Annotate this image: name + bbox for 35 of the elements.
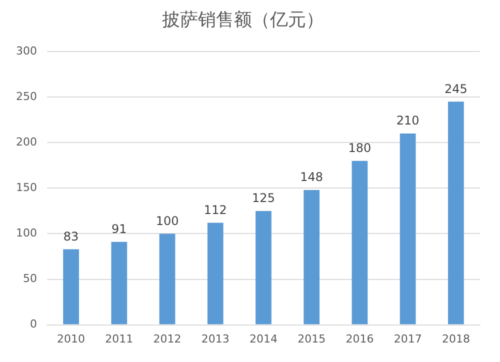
chart-title: 披萨销售额（亿元） <box>162 9 324 30</box>
data-label: 210 <box>396 114 420 128</box>
x-tick-label: 2014 <box>250 332 278 346</box>
x-tick-label: 2011 <box>105 332 134 346</box>
data-label: 112 <box>204 202 227 217</box>
bar <box>256 210 272 324</box>
x-tick-label: 2016 <box>346 332 374 346</box>
bar <box>159 234 176 324</box>
data-label: 148 <box>300 170 324 184</box>
bar <box>352 160 368 324</box>
data-label: 100 <box>156 214 179 228</box>
x-tick-label: 2018 <box>442 332 470 346</box>
y-tick-label: 50 <box>22 272 37 286</box>
y-tick-label: 250 <box>16 90 37 103</box>
x-tick-label: 2017 <box>394 332 422 346</box>
bar <box>111 242 128 324</box>
x-tick-label: 2013 <box>201 332 230 346</box>
y-tick-label: 300 <box>16 44 37 58</box>
data-label: 245 <box>444 82 468 96</box>
y-tick-label: 0 <box>30 318 37 331</box>
bar <box>207 222 224 324</box>
x-tick-label: 2012 <box>153 332 182 346</box>
data-label: 83 <box>63 229 79 244</box>
data-label: 125 <box>252 191 275 206</box>
x-tick-label: 2010 <box>57 332 86 346</box>
x-tick-label: 2015 <box>298 332 326 346</box>
bar <box>304 190 320 324</box>
y-tick-label: 100 <box>16 226 37 240</box>
bar <box>400 134 416 324</box>
data-label: 180 <box>348 141 372 156</box>
data-label: 91 <box>112 222 127 236</box>
bar <box>448 102 464 324</box>
bar <box>63 249 79 324</box>
y-tick-label: 150 <box>16 181 37 194</box>
y-tick-label: 200 <box>16 136 37 149</box>
